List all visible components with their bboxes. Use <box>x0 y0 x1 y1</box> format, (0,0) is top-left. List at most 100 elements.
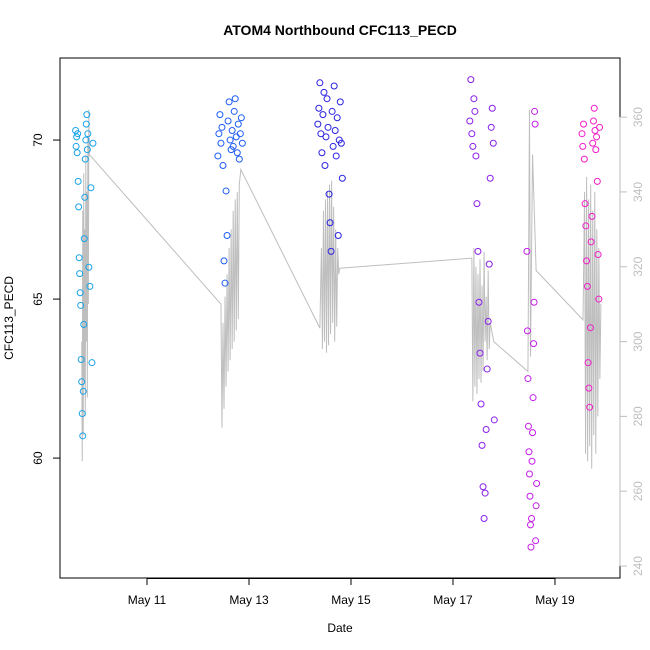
data-point <box>583 257 591 265</box>
y-axis-label: CFC113_PECD <box>2 276 16 360</box>
y2-tick-label: 360 <box>631 107 645 127</box>
data-point <box>586 324 594 332</box>
data-point <box>85 263 93 271</box>
data-point <box>317 130 325 138</box>
y-tick-label: 60 <box>31 451 45 465</box>
data-point <box>230 107 238 115</box>
data-point <box>80 321 88 329</box>
data-point <box>330 82 338 90</box>
data-point <box>592 146 600 154</box>
data-point <box>484 317 492 325</box>
data-point <box>76 270 84 278</box>
data-point <box>580 120 588 128</box>
data-point <box>82 120 90 128</box>
data-point <box>79 387 87 395</box>
data-point <box>75 203 83 211</box>
data-point <box>88 359 96 367</box>
data-point <box>74 130 82 138</box>
data-point <box>593 133 601 141</box>
data-point <box>233 149 241 157</box>
data-point <box>589 117 597 125</box>
y2-tick-label: 340 <box>631 182 645 202</box>
data-point <box>525 470 533 478</box>
data-point <box>531 120 539 128</box>
data-point <box>222 187 230 195</box>
data-point <box>223 231 231 239</box>
data-point <box>481 489 489 497</box>
data-point <box>80 235 88 243</box>
data-point <box>532 537 540 545</box>
data-point <box>81 193 89 201</box>
y2-tick-label: 260 <box>631 481 645 501</box>
data-point <box>83 146 91 154</box>
data-point <box>331 127 339 135</box>
data-point <box>225 98 233 106</box>
data-point <box>581 200 589 208</box>
data-point <box>527 543 535 551</box>
data-point <box>523 247 531 255</box>
data-point <box>234 120 242 128</box>
data-point <box>84 130 92 138</box>
data-point <box>482 425 490 433</box>
data-point <box>469 142 477 150</box>
data-point <box>580 155 588 163</box>
data-point <box>532 502 540 510</box>
data-point <box>219 161 227 169</box>
data-point <box>593 177 601 185</box>
data-point <box>526 492 534 500</box>
data-point <box>217 139 225 147</box>
data-point <box>236 130 244 138</box>
data-point <box>530 340 538 348</box>
data-point <box>533 480 541 488</box>
data-point <box>478 441 486 449</box>
data-point <box>584 359 592 367</box>
data-point <box>320 88 328 96</box>
data-point <box>329 142 337 150</box>
data-point <box>75 254 83 262</box>
data-point <box>73 149 81 157</box>
data-point <box>468 130 476 138</box>
data-point <box>76 289 84 297</box>
data-point <box>235 155 243 163</box>
data-point <box>325 190 333 198</box>
data-point <box>332 152 340 160</box>
data-point <box>323 95 331 103</box>
data-point <box>470 95 478 103</box>
data-point <box>315 104 323 112</box>
data-point <box>321 161 329 169</box>
x-tick-label: May 19 <box>535 593 575 607</box>
data-point <box>480 515 488 523</box>
data-point <box>531 107 539 115</box>
data-point <box>591 127 599 135</box>
data-point <box>483 365 491 373</box>
data-point <box>486 174 494 182</box>
data-point <box>327 247 335 255</box>
data-point <box>333 114 341 122</box>
data-point <box>226 136 234 144</box>
data-point <box>324 123 332 131</box>
data-point <box>86 282 94 290</box>
data-point <box>221 279 229 287</box>
y2-tick-label: 240 <box>631 556 645 576</box>
data-point <box>585 384 593 392</box>
data-point <box>322 133 330 141</box>
chart-title: ATOM4 Northbound CFC113_PECD <box>223 22 457 38</box>
data-point <box>319 111 327 119</box>
data-point <box>587 238 595 246</box>
data-point <box>523 327 531 335</box>
data-point <box>595 295 603 303</box>
data-point <box>336 98 344 106</box>
data-point <box>524 375 532 383</box>
data-point <box>228 127 236 135</box>
y-tick-label: 65 <box>31 292 45 306</box>
data-point <box>214 152 222 160</box>
data-point <box>224 117 232 125</box>
data-point <box>524 422 532 430</box>
data-point <box>477 400 485 408</box>
data-point <box>479 483 487 491</box>
y2-tick-label: 320 <box>631 256 645 276</box>
data-point <box>79 432 87 440</box>
x-tick-label: May 11 <box>128 593 167 607</box>
data-point <box>216 111 224 119</box>
data-point <box>81 155 89 163</box>
